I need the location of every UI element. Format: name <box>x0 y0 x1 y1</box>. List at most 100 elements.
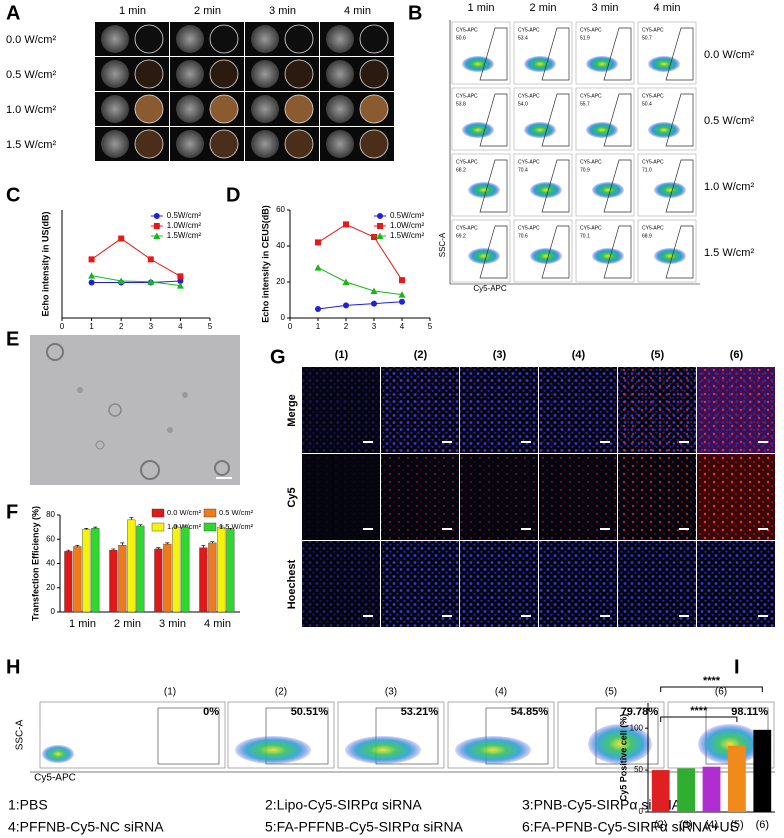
flow-cloud <box>462 56 494 72</box>
us-image-left <box>251 60 279 88</box>
point <box>343 302 349 309</box>
micrograph-cy5 <box>302 454 380 540</box>
us-image-left <box>101 60 129 88</box>
significance-label: **** <box>690 705 708 717</box>
x-tick-label: 3 <box>149 322 154 331</box>
legend-label: 1.5W/cm² <box>390 231 425 240</box>
gate-label: CY5-APC <box>518 159 540 165</box>
series-line <box>317 223 403 281</box>
series-line <box>317 301 403 310</box>
y-tick-label: 20 <box>46 583 55 592</box>
column-header: 3 min <box>592 2 619 14</box>
y-tick-label: 0 <box>281 313 286 322</box>
legend-label: 1.5 W/cm² <box>219 522 254 531</box>
y-axis-label: Transfection Efficiency (%) <box>30 506 40 621</box>
bar <box>753 729 772 812</box>
y-tick-label: 50 <box>634 765 643 774</box>
flow-gate <box>603 27 632 81</box>
flow-gate <box>603 225 632 279</box>
us-image-left <box>101 95 129 123</box>
point <box>147 256 154 263</box>
flow-gate <box>157 707 220 765</box>
micrograph-cy5 <box>618 454 696 540</box>
gate-label: CY5-APC <box>456 159 478 165</box>
flow-plot <box>451 21 511 85</box>
x-tick-label: 4 <box>400 322 405 331</box>
gate-label: CY5-APC <box>642 225 664 231</box>
flow-cloud <box>588 724 652 764</box>
percent-label: 54.85% <box>511 706 549 718</box>
point <box>342 278 350 285</box>
us-image-right <box>284 129 314 159</box>
micrograph-nuclei <box>539 541 617 627</box>
group-legend-entry: 3:PNB-Cy5-SIRPα siRNA <box>522 797 682 813</box>
flow-gate <box>479 27 508 81</box>
x-tick-label: 4 min <box>204 618 231 630</box>
flow-cloud <box>592 248 624 264</box>
legend-label: 0.5W/cm² <box>390 211 425 220</box>
point <box>371 300 377 307</box>
error-bar <box>219 525 224 528</box>
error-bar <box>84 527 89 530</box>
flow-gate <box>603 159 632 213</box>
us-image-left <box>251 95 279 123</box>
micrograph-cy5 <box>539 454 617 540</box>
panel-label: G <box>270 346 286 368</box>
legend-label: 1.0W/cm² <box>167 221 202 230</box>
legend-label: 1.0 W/cm² <box>167 522 202 531</box>
flow-gate <box>541 27 570 81</box>
group-legend-entry: 1:PBS <box>8 797 48 813</box>
flow-gate <box>665 93 694 147</box>
gate-value: 54.0 <box>518 101 528 107</box>
x-axis-label: Cy5-APC <box>473 284 507 293</box>
bar <box>702 766 721 812</box>
flow-gate <box>479 93 508 147</box>
x-tick-label: (4) <box>705 819 718 831</box>
micrograph-nuclei <box>618 541 696 627</box>
flow-cloud <box>654 248 686 264</box>
bar <box>91 528 100 613</box>
micrograph-nuclei <box>302 367 380 453</box>
bar <box>728 745 746 812</box>
point <box>117 277 125 284</box>
y-tick-label: 40 <box>46 559 55 568</box>
flow-cloud <box>524 56 556 72</box>
flow-gate <box>485 707 549 765</box>
error-bar <box>228 527 233 530</box>
micrograph-nuclei <box>381 541 459 627</box>
series-line <box>91 275 181 287</box>
point <box>118 235 125 242</box>
x-tick-label: 0 <box>60 322 65 331</box>
column-header: 4 min <box>344 5 371 17</box>
us-image-right <box>134 59 164 89</box>
bar <box>651 770 670 812</box>
flow-gate <box>603 93 632 147</box>
error-bar <box>138 524 143 526</box>
point <box>153 223 160 229</box>
point <box>153 213 160 219</box>
gate-value: 53.8 <box>456 101 466 107</box>
micrograph-cy5 <box>618 367 696 453</box>
micrograph-cy5 <box>697 367 775 453</box>
y-axis-label: Echo intensity in US(dB) <box>40 211 50 316</box>
legend-label: 1.5W/cm² <box>167 231 202 240</box>
bar <box>226 529 235 613</box>
us-image-left <box>176 60 204 88</box>
point <box>315 239 321 246</box>
x-tick-label: 0 <box>288 322 293 331</box>
micrograph-cy5 <box>460 367 538 453</box>
us-image-left <box>101 25 129 53</box>
column-header: (1) <box>335 349 349 361</box>
legend-label: 0.5W/cm² <box>167 211 202 220</box>
gate-label: CY5-APC <box>580 27 602 33</box>
column-header: 4 min <box>654 2 681 14</box>
gate-label: CY5-APC <box>456 27 478 33</box>
gate-value: 50.6 <box>456 35 466 41</box>
point <box>399 277 405 284</box>
error-bar <box>165 542 170 545</box>
error-bar <box>183 525 188 528</box>
flow-gate <box>375 707 439 765</box>
gate-value: 53.4 <box>518 35 528 41</box>
gate-value: 50.4 <box>642 101 652 107</box>
point <box>177 273 184 280</box>
